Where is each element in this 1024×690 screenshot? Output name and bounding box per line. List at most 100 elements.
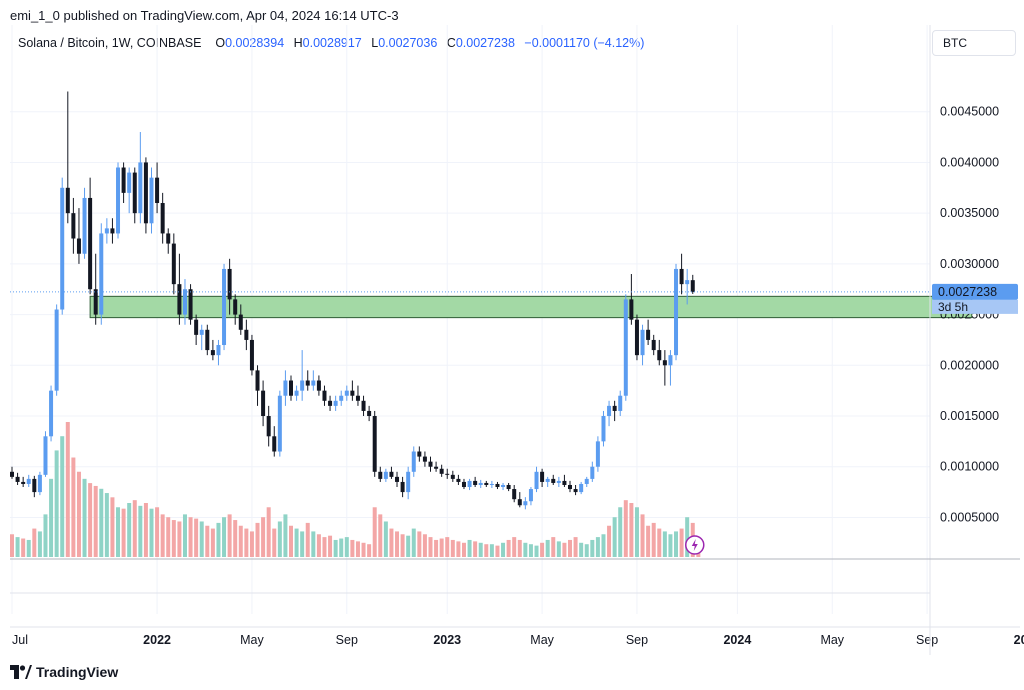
candle-body bbox=[344, 390, 349, 396]
volume-bar bbox=[289, 525, 293, 557]
candle-body bbox=[188, 289, 193, 320]
volume-bar bbox=[484, 544, 489, 557]
volume-bar bbox=[37, 531, 42, 557]
volume-bar bbox=[573, 537, 578, 557]
candle-body bbox=[32, 478, 37, 493]
volume-bar bbox=[149, 508, 154, 557]
volume-bar bbox=[104, 493, 109, 557]
x-tick-label: 2024 bbox=[723, 633, 751, 647]
y-tick-label: 0.0030000 bbox=[940, 257, 999, 271]
volume-bar bbox=[434, 539, 439, 557]
candle-body bbox=[15, 476, 20, 482]
x-tick-label: 2025 bbox=[1014, 633, 1024, 647]
candle-body bbox=[657, 350, 662, 361]
volume-bar bbox=[188, 517, 193, 557]
volume-bar bbox=[651, 522, 656, 557]
candle-body bbox=[244, 329, 249, 340]
volume-bar bbox=[116, 507, 121, 557]
candles bbox=[10, 91, 695, 510]
candle-body bbox=[512, 489, 517, 500]
volume-bar bbox=[383, 521, 388, 557]
candle-body bbox=[411, 451, 416, 472]
volume-bar bbox=[495, 545, 500, 557]
candle-body bbox=[182, 289, 187, 315]
low-label: L bbox=[371, 36, 379, 50]
candle-body bbox=[54, 309, 59, 391]
candle-body bbox=[383, 471, 388, 479]
candle-body bbox=[523, 501, 528, 506]
volume-bars bbox=[10, 422, 701, 557]
volume-bar bbox=[595, 537, 600, 557]
candle-body bbox=[422, 456, 427, 462]
chart-grid bbox=[10, 25, 930, 614]
volume-bar bbox=[216, 522, 221, 557]
volume-bar bbox=[233, 520, 238, 557]
y-tick-label: 0.0020000 bbox=[940, 358, 999, 372]
candle-body bbox=[272, 436, 277, 452]
volume-bar bbox=[467, 539, 472, 557]
open-label: O bbox=[215, 36, 226, 50]
candle-body bbox=[289, 380, 293, 396]
candle-body bbox=[562, 480, 567, 485]
candle-body bbox=[277, 395, 282, 452]
candle-body bbox=[618, 395, 623, 411]
candle-body bbox=[93, 289, 98, 315]
candle-body bbox=[389, 471, 394, 477]
volume-bar bbox=[450, 539, 455, 557]
volume-bar bbox=[49, 478, 54, 557]
symbol-name: Solana / Bitcoin, 1W, COINBASE bbox=[18, 36, 202, 50]
candle-body bbox=[65, 187, 70, 214]
volume-bar bbox=[568, 539, 572, 557]
candle-body bbox=[160, 203, 165, 234]
volume-bar bbox=[333, 539, 338, 557]
candle-body bbox=[171, 243, 176, 285]
candle-body bbox=[623, 299, 628, 396]
candle-body bbox=[110, 228, 115, 234]
y-tick-label: 0.0035000 bbox=[940, 206, 999, 220]
volume-bar bbox=[540, 542, 545, 557]
candle-body bbox=[506, 484, 511, 490]
volume-bar bbox=[10, 534, 14, 557]
volume-bar bbox=[199, 521, 204, 557]
y-tick-label: 0.0010000 bbox=[940, 460, 999, 474]
candle-body bbox=[517, 499, 522, 506]
candle-body bbox=[601, 416, 606, 442]
volume-bar bbox=[350, 539, 355, 557]
candle-body bbox=[76, 238, 81, 254]
candle-body bbox=[266, 416, 271, 437]
candle-body bbox=[556, 480, 561, 483]
candle-body bbox=[132, 172, 137, 214]
candle-body bbox=[227, 268, 232, 300]
volume-bar bbox=[182, 514, 187, 557]
volume-bar bbox=[344, 537, 349, 557]
candle-body bbox=[255, 370, 260, 391]
volume-bar bbox=[579, 542, 584, 557]
currency-button[interactable]: BTC bbox=[932, 30, 1016, 56]
candle-body bbox=[456, 478, 461, 482]
candle-body bbox=[233, 299, 238, 315]
price-chart[interactable]: 0.0045000 0.0040000 0.0035000 0.0030000 0.00… bbox=[0, 0, 1024, 660]
volume-bar bbox=[60, 436, 65, 557]
candle-body bbox=[685, 280, 690, 285]
close-label: C bbox=[446, 36, 456, 50]
volume-bar bbox=[501, 542, 506, 557]
volume-bar bbox=[99, 488, 104, 557]
volume-bar bbox=[82, 478, 87, 557]
volume-bar bbox=[618, 507, 623, 557]
volume-bar bbox=[422, 534, 427, 557]
candle-body bbox=[540, 471, 545, 482]
volume-bar bbox=[171, 520, 176, 557]
tradingview-logo-text: TradingView bbox=[36, 664, 119, 680]
volume-bar bbox=[361, 542, 366, 557]
candle-body bbox=[646, 329, 651, 340]
last-price-value: 0.0027238 bbox=[938, 285, 997, 299]
volume-bar bbox=[266, 507, 271, 557]
y-tick-label: 0.0005000 bbox=[940, 510, 999, 524]
volume-bar bbox=[478, 542, 483, 557]
volume-bar bbox=[93, 485, 98, 557]
volume-bar bbox=[372, 507, 377, 557]
candle-body bbox=[473, 480, 478, 485]
tradingview-footer[interactable]: TradingView bbox=[10, 664, 118, 680]
candle-body bbox=[21, 481, 26, 484]
volume-bar bbox=[668, 534, 673, 557]
